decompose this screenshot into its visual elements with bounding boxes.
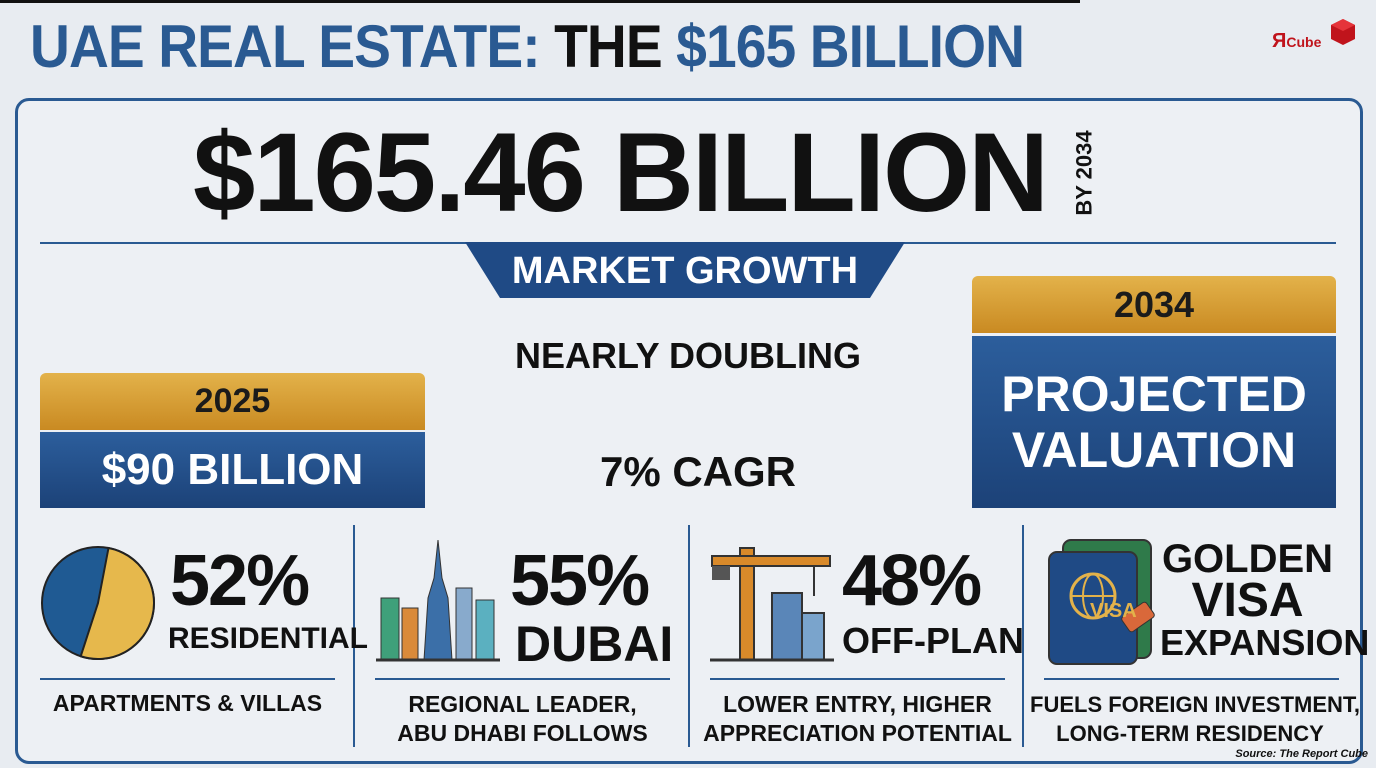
caption-line: APPRECIATION POTENTIAL (703, 720, 1012, 746)
caption-line: ABU DHABI FOLLOWS (397, 720, 648, 746)
passport-icon (1048, 539, 1155, 665)
column-divider (353, 525, 355, 747)
stat-value: 55% (510, 541, 650, 621)
stat-label: RESIDENTIAL (168, 622, 369, 655)
caption: FUELS FOREIGN INVESTMENT, LONG-TERM RESID… (1030, 690, 1361, 748)
stat-line: EXPANSION (1160, 622, 1370, 663)
pie-slice (79, 546, 155, 660)
headline-value: $165.46 BILLION (193, 110, 1049, 235)
headline-note: BY 2034 (1071, 130, 1097, 216)
source: Source: The Report Cube (1235, 748, 1368, 760)
stat-line: GOLDEN (1161, 537, 1334, 581)
stat-label: OFF-PLAN (842, 620, 1024, 661)
logo: ЯCube (1272, 30, 1321, 53)
card-rule (710, 678, 1005, 680)
card-rule (1044, 678, 1339, 680)
projected-box: PROJECTED VALUATION (972, 336, 1336, 508)
caption-line: LOWER ENTRY, HIGHER (723, 691, 992, 717)
stat-label: DUBAI (515, 616, 674, 672)
title-part: UAE REAL ESTATE: (30, 13, 541, 80)
tab-shape (465, 242, 905, 298)
year-label: 2025 (40, 373, 425, 430)
tab-label: MARKET GROWTH (511, 250, 859, 292)
caption-line: LONG-TERM RESIDENCY (1056, 721, 1324, 746)
logo-mark: Я (1272, 30, 1287, 52)
logo-cube (1331, 19, 1355, 45)
card-rule (375, 678, 670, 680)
year-label: 2034 (972, 276, 1336, 333)
title-part: $165 BILLION (676, 13, 1025, 80)
caption-line: FUELS FOREIGN INVESTMENT, (1030, 692, 1361, 717)
title-part: THE (554, 13, 663, 80)
growth-rate: 7% CAGR (599, 448, 797, 495)
pie-icon (41, 546, 155, 660)
header-title: UAE REAL ESTATE: THE $165 BILLION (30, 12, 1025, 81)
column-divider (688, 525, 690, 747)
caption-line: REGIONAL LEADER, (408, 691, 637, 717)
skyline-icon (376, 539, 500, 662)
stat-value: 48% (842, 541, 982, 621)
growth-note: NEARLY DOUBLING (514, 335, 862, 376)
caption: LOWER ENTRY, HIGHER APPRECIATION POTENTIA… (700, 690, 1015, 748)
stat-value: 52% (170, 541, 310, 621)
logo-text: Cube (1286, 34, 1322, 50)
projected-line: VALUATION (1011, 422, 1297, 478)
column-divider (1022, 525, 1024, 747)
visa-text: VISA (1090, 600, 1137, 622)
crane-icon (710, 547, 834, 662)
caption: APARTMENTS & VILLAS (52, 690, 323, 716)
start-value: $90 BILLION (40, 432, 425, 508)
projected-line: PROJECTED (1001, 366, 1307, 422)
caption: REGIONAL LEADER, ABU DHABI FOLLOWS (365, 690, 680, 748)
card-rule (40, 678, 335, 680)
stat-line: VISA (1191, 574, 1304, 627)
top-rule (0, 0, 1080, 3)
stat-lines: GOLDEN VISA EXPANSION (1160, 537, 1370, 664)
